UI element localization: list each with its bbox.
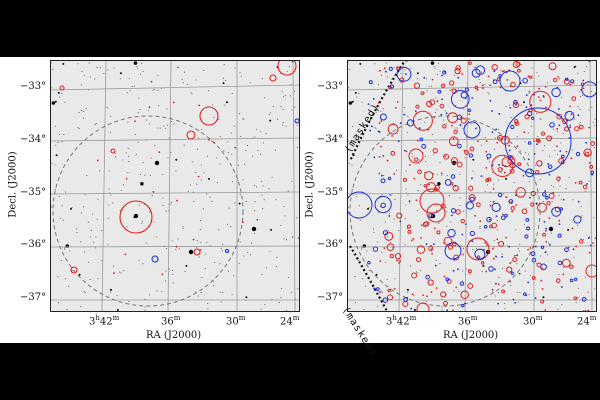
small-blue-dots-right [367, 65, 593, 311]
grid-left [51, 61, 299, 311]
field-boundary-left [52, 115, 244, 307]
mask-boundary-lower [349, 245, 389, 311]
ylabel-left: Decl. (J2000) [7, 151, 19, 218]
ytick-right-4: −37° [317, 292, 344, 303]
field-boundary-right [349, 115, 541, 307]
ytick-left-4: −37° [20, 292, 47, 303]
xtick-left-1: 36m [161, 314, 181, 328]
mask-boundary-upper [349, 61, 407, 162]
small-red-dots-left [96, 80, 259, 276]
sky-image-left [51, 61, 299, 311]
xtick-right-3: 24m [577, 314, 597, 328]
sky-image-panel-right [347, 60, 597, 312]
ytick-left-0: −33° [20, 81, 47, 92]
xlabel-left: RA (J2000) [146, 330, 202, 341]
ytick-right-3: −36° [317, 239, 344, 250]
grid-right [348, 61, 596, 311]
ytick-left-2: −35° [20, 187, 47, 198]
sky-image-right [348, 61, 596, 311]
xtick-right-1: 36m [458, 314, 478, 328]
ytick-left-3: −36° [20, 239, 47, 250]
xtick-left-0: 3h42m [89, 314, 120, 328]
figure-canvas: −33° −34° −35° −36° −37° 3h42m 36m 30m 2… [0, 57, 600, 358]
ytick-right-1: −34° [317, 134, 344, 145]
ytick-right-0: −33° [317, 81, 344, 92]
xtick-left-3: 24m [280, 314, 300, 328]
xtick-left-2: 30m [226, 314, 246, 328]
ylabel-right: Decl. (J2000) [304, 151, 316, 218]
stars-left [51, 61, 299, 311]
xtick-right-0: 3h42m [386, 314, 417, 328]
masked-label-lower: (masked) [339, 305, 379, 359]
sky-image-panel-left [50, 60, 300, 312]
red-markers-left [59, 61, 297, 274]
blue-markers-right [348, 65, 596, 308]
red-markers-right [384, 61, 596, 311]
xtick-right-2: 30m [523, 314, 543, 328]
ytick-left-1: −34° [20, 134, 47, 145]
blue-markers-left [151, 118, 299, 263]
small-red-dots-right [377, 61, 594, 311]
ytick-right-2: −35° [317, 187, 344, 198]
xlabel-right: RA (J2000) [443, 330, 499, 341]
